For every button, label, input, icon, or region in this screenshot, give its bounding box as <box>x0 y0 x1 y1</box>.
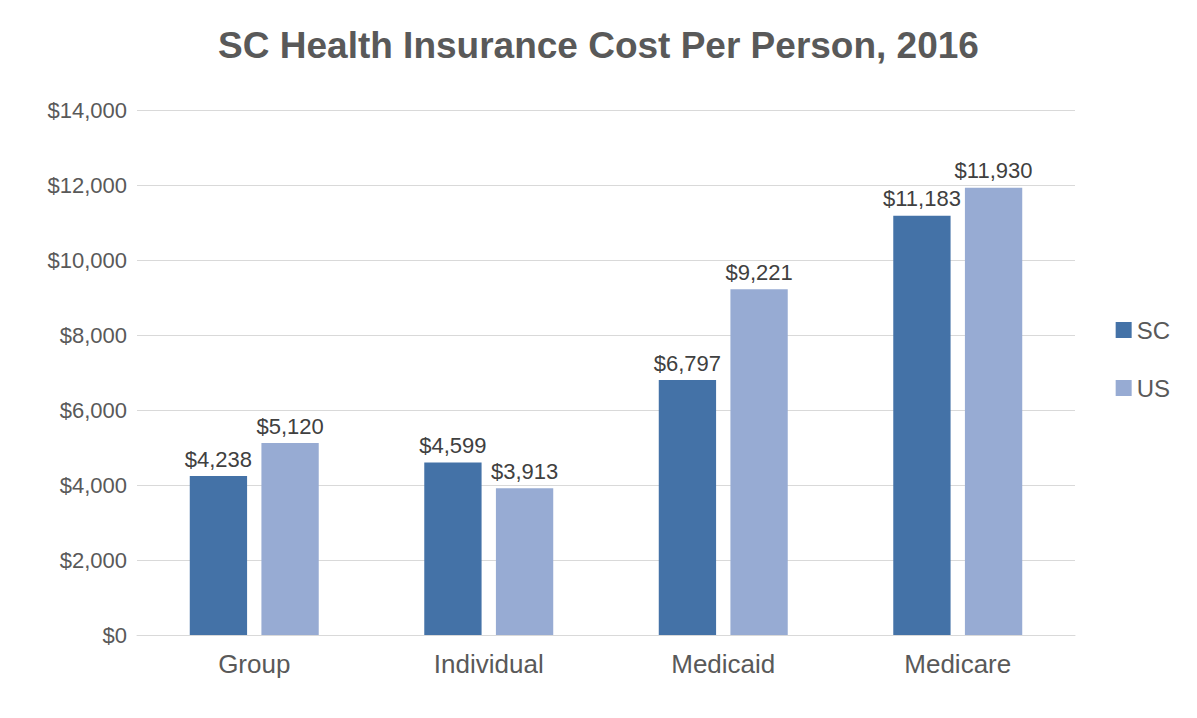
svg-text:$2,000: $2,000 <box>60 548 127 573</box>
svg-text:$0: $0 <box>103 623 127 648</box>
svg-text:$6,000: $6,000 <box>60 398 127 423</box>
svg-text:$9,221: $9,221 <box>725 260 792 285</box>
svg-text:$10,000: $10,000 <box>47 248 127 273</box>
svg-text:$3,913: $3,913 <box>491 459 558 484</box>
svg-text:$11,183: $11,183 <box>883 186 961 211</box>
svg-text:$14,000: $14,000 <box>47 98 127 123</box>
svg-text:$12,000: $12,000 <box>47 173 127 198</box>
svg-text:Individual: Individual <box>434 649 544 679</box>
svg-text:$11,930: $11,930 <box>955 158 1033 183</box>
svg-text:SC: SC <box>1137 317 1170 344</box>
svg-text:$6,797: $6,797 <box>654 351 721 376</box>
svg-text:$4,599: $4,599 <box>419 433 486 458</box>
svg-text:Medicaid: Medicaid <box>671 649 775 679</box>
svg-text:Medicare: Medicare <box>904 649 1011 679</box>
svg-text:$5,120: $5,120 <box>256 414 323 439</box>
svg-text:Group: Group <box>218 649 290 679</box>
svg-text:$4,238: $4,238 <box>185 447 252 472</box>
svg-text:$8,000: $8,000 <box>60 323 127 348</box>
svg-text:$4,000: $4,000 <box>60 473 127 498</box>
svg-text:US: US <box>1137 375 1170 402</box>
svg-text:SC Health Insurance Cost Per P: SC Health Insurance Cost Per Person, 201… <box>218 25 979 66</box>
